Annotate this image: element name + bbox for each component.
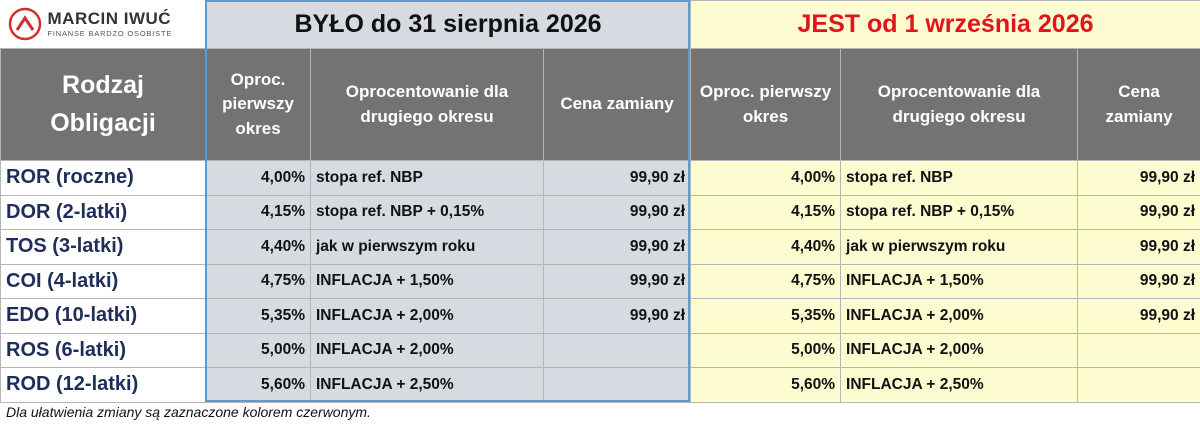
table-cell: INFLACJA + 2,00% bbox=[310, 298, 544, 334]
table-cell: 99,90 zł bbox=[1077, 298, 1200, 334]
table-cell: 5,00% bbox=[205, 332, 311, 368]
column-header: Cena zamiany bbox=[542, 48, 692, 161]
logo-icon bbox=[8, 8, 41, 41]
footnote: Dla ułatwienia zmiany są zaznaczone kolo… bbox=[6, 404, 371, 420]
table-cell: 99,90 zł bbox=[542, 298, 692, 334]
logo: MARCIN IWUĆ FINANSE BARDZO OSOBISTE bbox=[6, 7, 201, 41]
table-cell: 99,90 zł bbox=[1077, 160, 1200, 196]
table-cell: 5,60% bbox=[205, 367, 311, 403]
table-cell: 4,75% bbox=[205, 263, 311, 299]
table-cell: 4,75% bbox=[690, 263, 842, 299]
table-cell: INFLACJA + 2,00% bbox=[840, 298, 1079, 334]
table-cell: 99,90 zł bbox=[542, 194, 692, 230]
table-cell: 4,00% bbox=[205, 160, 311, 196]
bonds-table: MARCIN IWUĆ FINANSE BARDZO OSOBISTE BYŁO… bbox=[0, 0, 1200, 403]
table-cell: 4,00% bbox=[690, 160, 842, 196]
table-cell: 99,90 zł bbox=[542, 160, 692, 196]
column-header: Oproc. pierwszy okres bbox=[205, 48, 311, 161]
table-cell: 4,40% bbox=[205, 229, 311, 265]
table-cell: 4,40% bbox=[690, 229, 842, 265]
table-cell: 5,35% bbox=[690, 298, 842, 334]
column-header: Oprocentowanie dla drugiego okresu bbox=[840, 48, 1079, 161]
table-cell: 5,35% bbox=[205, 298, 311, 334]
header-row: Rodzaj Obligacji Oproc. pierwszy okres Opr… bbox=[0, 48, 1200, 161]
data-row: ROD (12-latki) 5,60% INFLACJA + 2,50% 5,60%… bbox=[0, 367, 1200, 403]
bond-name: ROR (roczne) bbox=[0, 160, 206, 196]
bond-name: DOR (2-latki) bbox=[0, 194, 206, 230]
table-cell: 5,60% bbox=[690, 367, 842, 403]
data-row: EDO (10-latki) 5,35% INFLACJA + 2,00% 99,90… bbox=[0, 298, 1200, 334]
column-header: Oprocentowanie dla drugiego okresu bbox=[310, 48, 544, 161]
column-header: Cena zamiany bbox=[1077, 48, 1200, 161]
table-cell bbox=[1077, 332, 1200, 368]
data-row: TOS (3-latki) 4,40% jak w pierwszym roku 99… bbox=[0, 229, 1200, 265]
table-cell: 4,15% bbox=[205, 194, 311, 230]
table-cell bbox=[1077, 367, 1200, 403]
table-cell: stopa ref. NBP bbox=[840, 160, 1079, 196]
table-cell: jak w pierwszym roku bbox=[310, 229, 544, 265]
table-cell: 99,90 zł bbox=[1077, 194, 1200, 230]
table-cell: jak w pierwszym roku bbox=[840, 229, 1079, 265]
logo-cell: MARCIN IWUĆ FINANSE BARDZO OSOBISTE bbox=[1, 1, 206, 49]
group-before: BYŁO do 31 sierpnia 2026 bbox=[204, 0, 692, 49]
table-cell bbox=[542, 332, 692, 368]
table-cell: INFLACJA + 2,50% bbox=[840, 367, 1079, 403]
table-cell bbox=[542, 367, 692, 403]
table-cell: 99,90 zł bbox=[542, 229, 692, 265]
table-cell: INFLACJA + 1,50% bbox=[310, 263, 544, 299]
table-cell: INFLACJA + 1,50% bbox=[840, 263, 1079, 299]
data-row: COI (4-latki) 4,75% INFLACJA + 1,50% 99,90 … bbox=[0, 263, 1200, 299]
bond-name: COI (4-latki) bbox=[0, 263, 206, 299]
bond-name: EDO (10-latki) bbox=[0, 298, 206, 334]
table-cell: INFLACJA + 2,00% bbox=[840, 332, 1079, 368]
column-header: Oproc. pierwszy okres bbox=[690, 48, 842, 161]
table-cell: 4,15% bbox=[690, 194, 842, 230]
table-cell: 99,90 zł bbox=[542, 263, 692, 299]
logo-name: MARCIN IWUĆ bbox=[47, 9, 172, 29]
table-cell: stopa ref. NBP bbox=[310, 160, 544, 196]
column-header: Rodzaj Obligacji bbox=[0, 48, 206, 161]
table-cell: stopa ref. NBP + 0,15% bbox=[310, 194, 544, 230]
data-row: DOR (2-latki) 4,15% stopa ref. NBP + 0,15%… bbox=[0, 194, 1200, 230]
bond-name: ROS (6-latki) bbox=[0, 332, 206, 368]
bond-name: ROD (12-latki) bbox=[0, 367, 206, 403]
group-after: JEST od 1 września 2026 bbox=[690, 0, 1200, 49]
data-row: ROR (roczne) 4,00% stopa ref. NBP 99,90 zł 4… bbox=[0, 160, 1200, 196]
table-cell: INFLACJA + 2,50% bbox=[310, 367, 544, 403]
table-cell: 5,00% bbox=[690, 332, 842, 368]
table-cell: 99,90 zł bbox=[1077, 263, 1200, 299]
table-cell: 99,90 zł bbox=[1077, 229, 1200, 265]
logo-tagline: FINANSE BARDZO OSOBISTE bbox=[47, 29, 173, 39]
data-row: ROS (6-latki) 5,00% INFLACJA + 2,00% 5,00% I… bbox=[0, 332, 1200, 368]
table-cell: stopa ref. NBP + 0,15% bbox=[840, 194, 1079, 230]
bond-name: TOS (3-latki) bbox=[0, 229, 206, 265]
table-cell: INFLACJA + 2,00% bbox=[310, 332, 544, 368]
